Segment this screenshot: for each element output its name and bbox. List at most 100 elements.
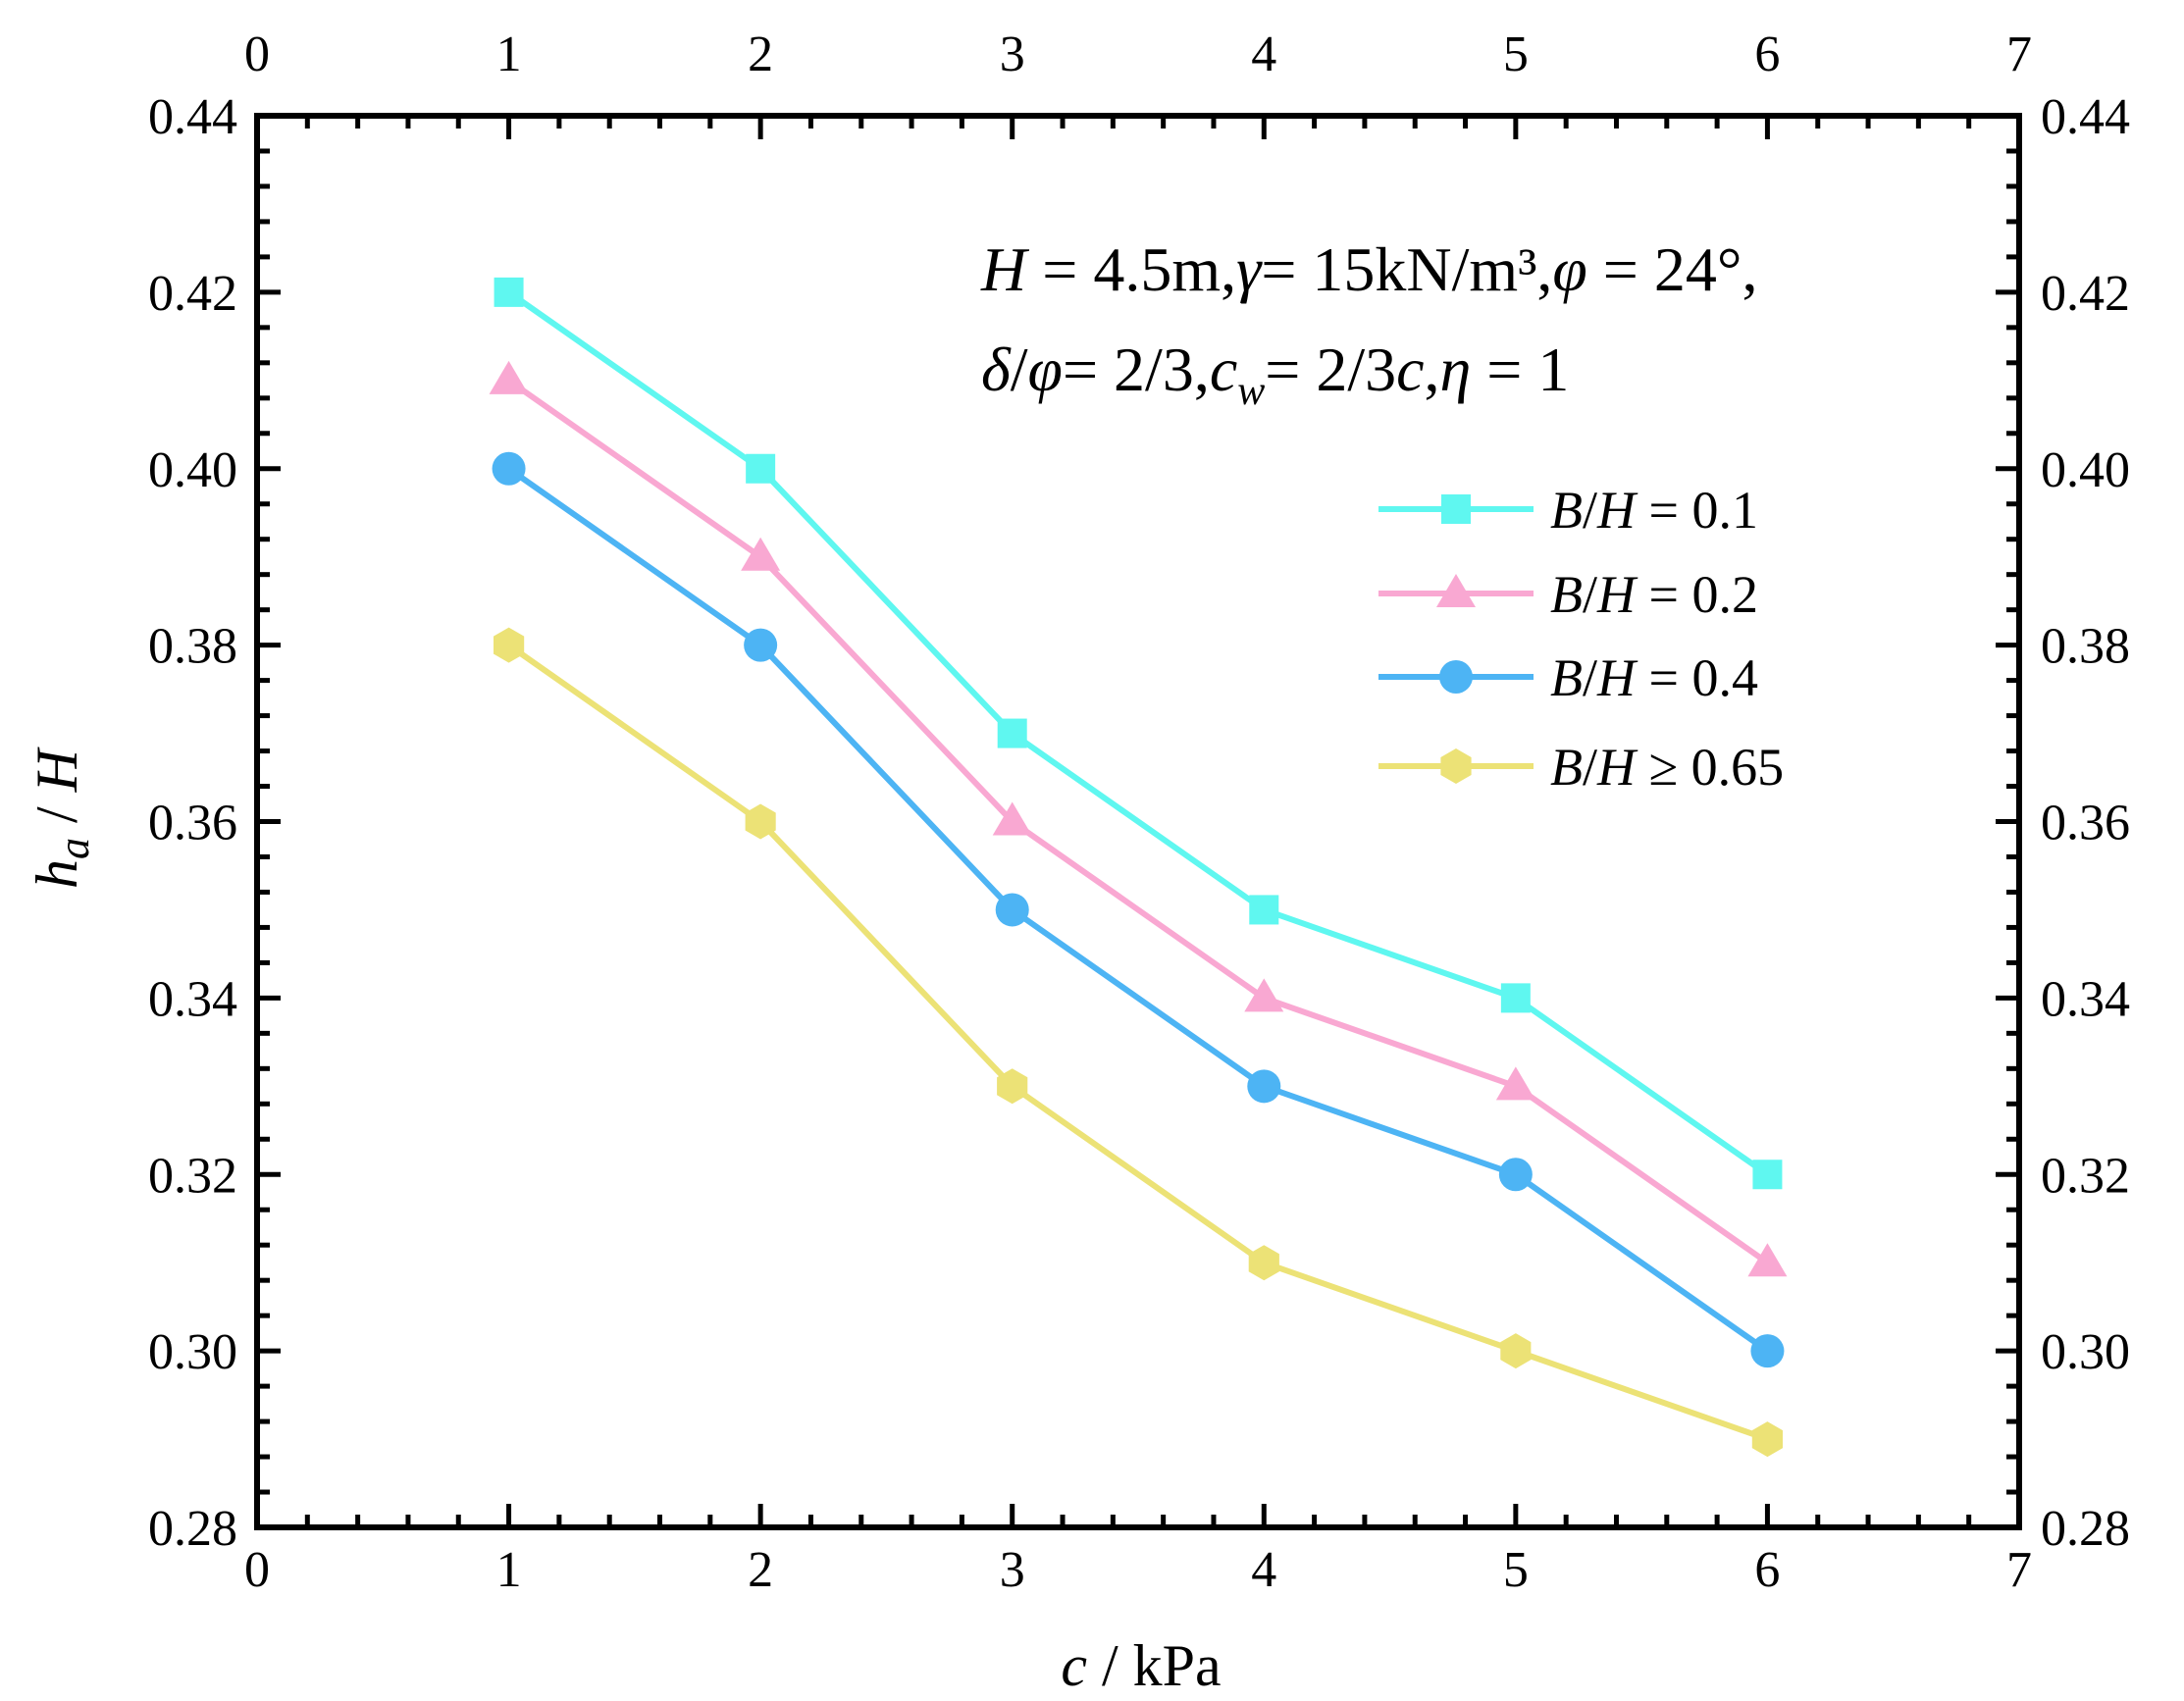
annot-delta: δ [981,335,1012,404]
legend-label: B/H = 0.2 [1550,565,1758,624]
legend-label-b: B [1550,481,1583,540]
legend-label-b: B [1550,738,1583,797]
series-line [506,466,1770,1354]
data-point [746,453,776,484]
legend-marker [1439,660,1473,694]
x-tick-label-top: 7 [2006,26,2032,82]
data-point [744,628,778,662]
x-tick-label-top: 6 [1754,26,1780,82]
y-tick-label-right: 0.32 [2041,1148,2130,1204]
series-1 [494,277,1783,1190]
legend-label-h: H [1596,738,1638,797]
x-title-rest: / kPa [1087,1633,1222,1698]
data-point [489,360,529,394]
x-title-var: c [1061,1633,1087,1698]
x-tick-label-bottom: 7 [2006,1542,2032,1598]
data-point [1248,1245,1279,1281]
x-tick-label-bottom: 1 [496,1542,522,1598]
y-tick-label-left: 0.44 [148,89,237,145]
y-tick-label-left: 0.38 [148,619,237,675]
y-tick-label-left: 0.42 [148,266,237,322]
legend-label: B/H = 0.4 [1550,648,1758,707]
series-line [506,643,1769,1442]
x-tick-label-top: 0 [244,26,270,82]
legend-label-value: = 0.1 [1636,481,1758,540]
legend-label: B/H ≥ 0.65 [1550,738,1784,797]
series-line [506,378,1770,1265]
annot-w-sub: w [1237,369,1265,414]
annot-c2: c [1396,335,1424,404]
annot-t1: = 4.5m, [1026,234,1236,304]
y-tick-label-right: 0.40 [2041,442,2130,498]
y-title-H: H [25,746,89,793]
y-tick-label-left: 0.36 [148,796,237,851]
annot-phi-2: φ [1028,335,1063,404]
legend-label-h: H [1596,648,1638,707]
plot-frame [254,113,2022,1530]
series-4 [494,627,1783,1458]
y-tick-label-right: 0.28 [2041,1501,2130,1557]
legend: B/H = 0.1B/H = 0.2B/H = 0.4B/H ≥ 0.65 [1378,481,1784,797]
x-tick-label-top: 2 [748,26,773,82]
x-tick-label-top: 4 [1251,26,1276,82]
y-tick-label-left: 0.32 [148,1148,237,1204]
x-tick-label-bottom: 5 [1503,1542,1529,1598]
x-axis-title: c / kPa [1061,1633,1221,1698]
y-title-rest: / [25,792,89,838]
legend-label-slash: / [1583,481,1597,540]
data-point [1751,1421,1783,1458]
data-point [1747,1243,1788,1277]
x-tick-label-bottom: 6 [1754,1542,1780,1598]
series-3 [492,451,1785,1368]
data-point [1498,1158,1533,1192]
data-point [1750,1334,1785,1368]
legend-label-value: = 0.2 [1636,565,1758,624]
x-tick-label-bottom: 3 [1000,1542,1025,1598]
legend-label-value: ≥ 0.65 [1636,738,1784,797]
x-tick-label-bottom: 4 [1251,1542,1276,1598]
y-tick-label-right: 0.36 [2041,796,2130,851]
data-point [1495,1066,1535,1101]
legend-item: B/H = 0.1 [1378,481,1758,540]
x-tick-label-top: 1 [496,26,522,82]
y-tick-label-left: 0.28 [148,1501,237,1557]
legend-label-slash: / [1583,565,1597,624]
data-point [995,893,1029,927]
annotation-line-2: δ/φ= 2/3,cw= 2/3c,η = 1 [981,335,1569,414]
annot-phi: φ [1552,234,1586,304]
x-tick-label-top: 5 [1503,26,1529,82]
legend-label-slash: / [1583,648,1597,707]
y-title-sub: a [50,838,98,859]
y-tick-label-left: 0.30 [148,1324,237,1380]
y-tick-label-left: 0.34 [148,971,237,1027]
legend-label-b: B [1550,565,1583,624]
annot-t7: = 1 [1471,335,1569,404]
legend-marker [1441,494,1471,524]
y-tick-label-right: 0.42 [2041,266,2130,322]
y-tick-label-right: 0.34 [2041,971,2130,1027]
data-point [1247,1069,1281,1104]
data-point [1752,1160,1783,1190]
legend-item: B/H ≥ 0.65 [1378,738,1784,797]
legend-item: B/H = 0.2 [1378,565,1758,624]
legend-marker [1440,748,1472,784]
data-point [997,1068,1028,1105]
annotation-line-1: H = 4.5m,γ= 15kN/m³,φ = 24°, [980,234,1757,304]
annot-c: c [1210,335,1237,404]
legend-label-h: H [1596,481,1638,540]
legend-label-h: H [1596,565,1638,624]
data-point [741,537,781,571]
y-tick-label-right: 0.38 [2041,619,2130,675]
y-title-h: h [25,859,89,889]
data-point [745,803,776,840]
data-point [494,277,524,307]
annot-slash: / [1011,335,1028,404]
data-point [1500,1333,1532,1369]
series-line [506,289,1770,1177]
y-tick-label-left: 0.40 [148,442,237,498]
x-tick-label-top: 3 [1000,26,1025,82]
data-point [1244,978,1284,1012]
data-point [494,627,525,663]
y-tick-label-right: 0.30 [2041,1324,2130,1380]
